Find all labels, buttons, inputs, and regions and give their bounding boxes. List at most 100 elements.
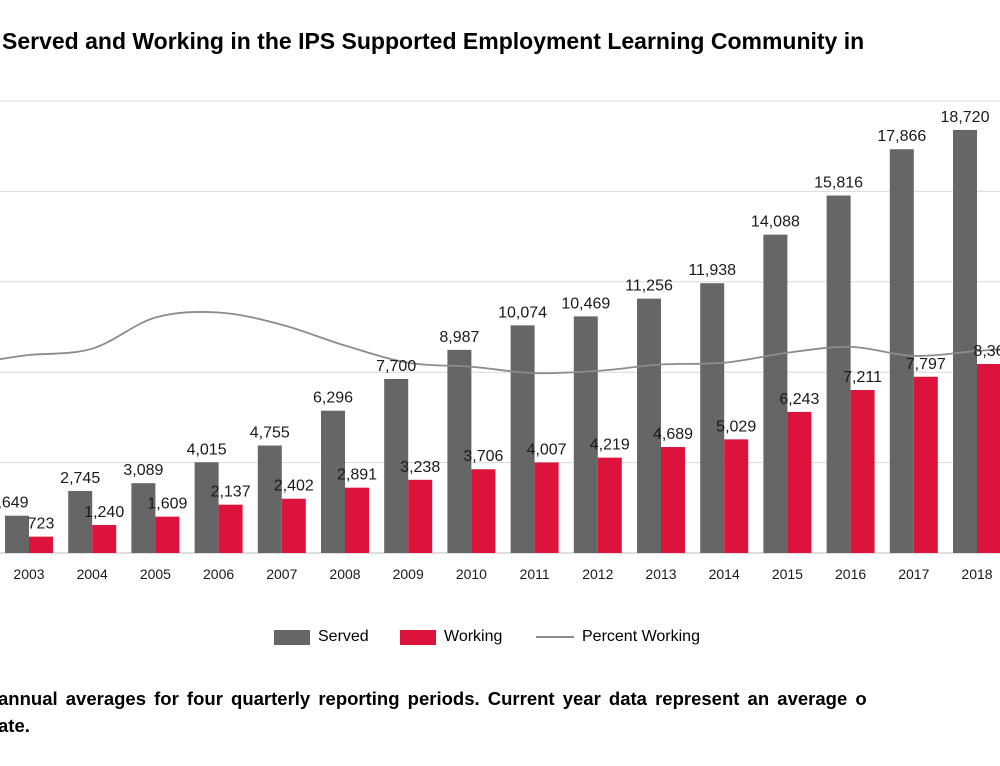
x-tick-label: 2009 bbox=[393, 566, 424, 582]
served-value-label: 10,469 bbox=[561, 295, 610, 312]
served-value-label: 17,866 bbox=[877, 128, 926, 145]
x-tick-label: 2013 bbox=[645, 566, 676, 582]
working-bar bbox=[471, 469, 496, 553]
working-value-label: 3,238 bbox=[400, 459, 440, 476]
served-bar bbox=[5, 515, 29, 553]
working-bar bbox=[724, 439, 749, 553]
working-bar bbox=[850, 390, 875, 553]
x-tick-label: 2007 bbox=[266, 566, 297, 582]
working-bar bbox=[787, 411, 812, 553]
served-value-label: 8,987 bbox=[439, 329, 479, 346]
working-value-label: 6,243 bbox=[779, 391, 819, 408]
x-tick-label: 2017 bbox=[898, 566, 929, 582]
served-value-label: 2,745 bbox=[60, 470, 100, 487]
served-value-label: 7,700 bbox=[376, 358, 416, 375]
working-bar bbox=[534, 462, 559, 553]
x-tick-label: 2010 bbox=[456, 566, 487, 582]
served-value-label: 11,938 bbox=[688, 262, 736, 279]
chart-title: Served and Working in the IPS Supported … bbox=[0, 28, 1000, 58]
working-value-label: 723 bbox=[28, 516, 55, 533]
served-value-label: 4,755 bbox=[250, 425, 290, 442]
legend-working-swatch bbox=[400, 629, 436, 645]
working-value-label: 8,36 bbox=[973, 343, 1000, 360]
working-bar bbox=[408, 479, 433, 553]
working-bar bbox=[977, 363, 1000, 553]
served-bar bbox=[447, 349, 472, 553]
legend-served-label: Served bbox=[318, 628, 369, 645]
x-tick-label: 2016 bbox=[835, 566, 866, 582]
working-bar bbox=[281, 498, 306, 553]
x-tick-label: 2004 bbox=[77, 566, 108, 582]
legend-percent-working: Percent Working bbox=[536, 625, 700, 649]
working-value-label: 2,891 bbox=[337, 467, 377, 484]
served-bar bbox=[763, 234, 788, 553]
working-value-label: 4,219 bbox=[590, 437, 630, 454]
working-value-label: 1,609 bbox=[147, 496, 187, 513]
served-bar bbox=[953, 129, 977, 554]
served-value-label: ,649 bbox=[0, 495, 29, 512]
served-bar bbox=[68, 490, 93, 553]
legend-working-label: Working bbox=[444, 628, 503, 645]
served-bar bbox=[826, 195, 851, 553]
served-bar bbox=[384, 378, 409, 553]
served-value-label: 15,816 bbox=[814, 175, 863, 192]
served-value-label: 6,296 bbox=[313, 390, 353, 407]
percent-working-line bbox=[0, 311, 1000, 375]
working-value-label: 7,211 bbox=[843, 369, 882, 386]
working-value-label: 5,029 bbox=[716, 418, 756, 435]
served-bar bbox=[257, 445, 282, 553]
working-value-label: 2,137 bbox=[211, 484, 251, 501]
x-tick-label: 2006 bbox=[203, 566, 234, 582]
working-value-label: 4,007 bbox=[527, 441, 567, 458]
working-bar bbox=[29, 536, 53, 553]
footnote-line-2: ate. bbox=[0, 715, 30, 736]
served-value-label: 3,089 bbox=[123, 462, 163, 479]
x-tick-label: 2005 bbox=[140, 566, 171, 582]
served-bar bbox=[637, 298, 661, 553]
served-bar bbox=[194, 462, 219, 553]
working-value-label: 1,240 bbox=[84, 504, 124, 521]
chart-title-text: Served and Working in the IPS Supported … bbox=[2, 28, 865, 54]
served-value-label: 4,015 bbox=[187, 441, 227, 458]
working-bar bbox=[597, 457, 622, 553]
served-value-label: 11,256 bbox=[625, 278, 673, 295]
served-value-label: 18,720 bbox=[941, 109, 990, 126]
working-value-label: 2,402 bbox=[274, 478, 314, 495]
working-value-label: 4,689 bbox=[653, 426, 693, 443]
served-value-label: 14,088 bbox=[751, 214, 800, 231]
chart-legend: Served Working Percent Working bbox=[0, 625, 1000, 651]
x-tick-label: 2018 bbox=[961, 566, 992, 582]
working-bar bbox=[92, 524, 117, 553]
working-value-label: 7,797 bbox=[906, 356, 946, 373]
legend-percent-label: Percent Working bbox=[582, 628, 700, 645]
x-tick-label: 2015 bbox=[772, 566, 803, 582]
served-value-label: 10,074 bbox=[498, 304, 547, 321]
legend-served-swatch bbox=[274, 629, 310, 645]
x-axis-ticks: 2003 2004 2005 2006 2007 2008 2009 2010 2011 2012… bbox=[13, 566, 992, 582]
served-bar bbox=[700, 283, 725, 553]
served-bar bbox=[131, 483, 156, 553]
working-bar bbox=[661, 447, 685, 553]
footnote-line-1: annual averages for four quarterly repor… bbox=[0, 688, 867, 709]
x-tick-label: 2008 bbox=[329, 566, 360, 582]
x-tick-label: 2012 bbox=[582, 566, 613, 582]
legend-served: Served bbox=[274, 625, 369, 649]
served-bar bbox=[889, 149, 914, 553]
working-bar bbox=[913, 376, 938, 553]
x-tick-label: 2011 bbox=[520, 566, 550, 582]
served-bar bbox=[510, 325, 535, 553]
legend-working: Working bbox=[400, 625, 502, 649]
served-bar bbox=[573, 316, 598, 553]
percent-working-series-line bbox=[0, 311, 1000, 375]
served-bar bbox=[321, 410, 345, 553]
working-bar bbox=[218, 504, 243, 553]
footnote: annual averages for four quarterly repor… bbox=[0, 685, 1000, 745]
working-bar bbox=[345, 487, 369, 553]
working-value-label: 3,706 bbox=[463, 448, 503, 465]
data-labels: ,649 723 2,745 1,240 3,089 1,609 4,015 2,137 4,7… bbox=[0, 109, 1000, 533]
bars bbox=[5, 129, 1000, 554]
bar-chart: ,649 723 2,745 1,240 3,089 1,609 4,015 2,137 4,7… bbox=[0, 100, 1000, 582]
working-bar bbox=[155, 516, 180, 553]
x-tick-label: 2003 bbox=[13, 566, 44, 582]
legend-percent-swatch bbox=[536, 636, 574, 638]
